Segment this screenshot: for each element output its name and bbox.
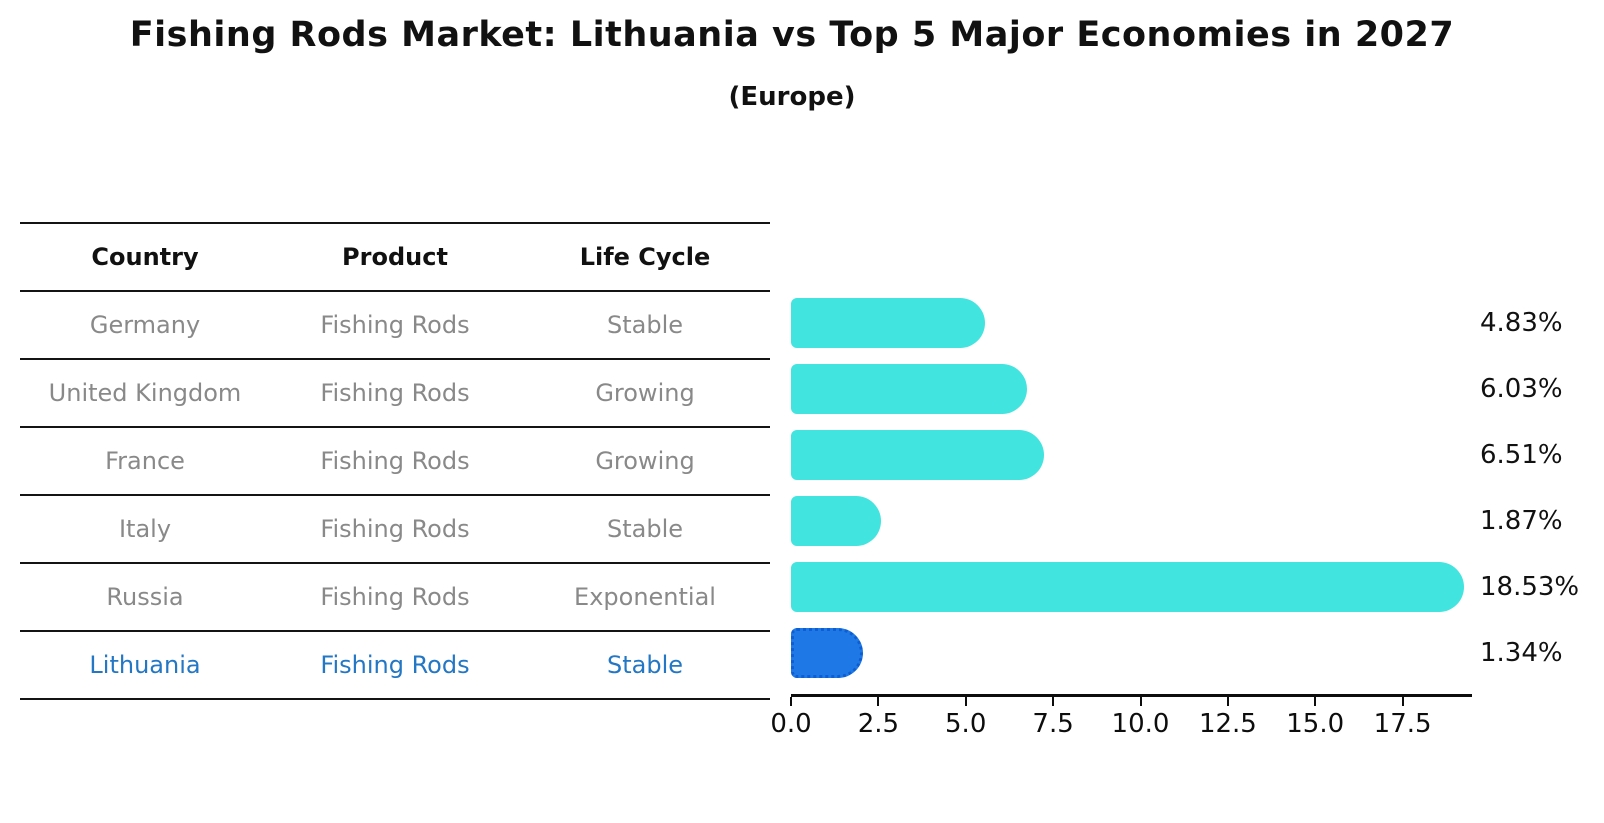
bar-united-kingdom [791,364,1027,414]
x-tick-label-0.0: 0.0 [770,709,812,739]
x-tick-label-10.0: 10.0 [1111,709,1170,739]
cell-life-cycle: Exponential [574,583,716,611]
cell-country: Germany [89,311,201,339]
column-header-product: Product [342,243,448,271]
cell-life-cycle: Growing [595,447,695,475]
cell-product: Fishing Rods [320,583,470,611]
bar-row-france: 6.51% [791,422,1604,488]
cell-country: Italy [118,515,172,543]
value-label-united-kingdom: 6.03% [1480,374,1563,404]
bar-germany [791,298,985,348]
bar-lithuania [791,628,863,678]
x-tick-label-7.5: 7.5 [1032,709,1074,739]
bar-italy [791,496,882,546]
bar-russia [791,562,1464,612]
cell-life-cycle: Stable [606,515,684,543]
table-row-germany: Germany Fishing Rods Stable [20,290,770,358]
x-axis: 0.0 2.5 5.0 7.5 10.0 12.5 15.0 17.5 [770,694,1472,754]
table-row-united-kingdom: United Kingdom Fishing Rods Growing [20,358,770,426]
x-tick-mark-0.0 [790,697,792,706]
bar-france [791,430,1044,480]
cell-product: Fishing Rods [320,311,470,339]
table-header-row: Country Product Life Cycle [20,222,770,290]
figure-title: Fishing Rods Market: Lithuania vs Top 5 … [129,15,1455,55]
column-header-life-cycle: Life Cycle [579,243,711,271]
cell-life-cycle: Stable [606,311,684,339]
x-tick-mark-2.5 [877,697,880,706]
cell-product: Fishing Rods [320,651,470,679]
table-row-russia: Russia Fishing Rods Exponential [20,562,770,630]
table-row-france: France Fishing Rods Growing [20,426,770,494]
bar-row-lithuania: 1.34% [791,620,1604,686]
cell-product: Fishing Rods [320,515,470,543]
x-axis-line [791,694,1472,697]
cell-product: Fishing Rods [320,447,470,475]
cell-country: France [105,447,185,475]
table-body: Germany Fishing Rods Stable United Kingdom F… [20,290,770,698]
cell-country: United Kingdom [48,379,242,407]
x-tick-mark-10.0 [1139,697,1142,706]
value-label-lithuania: 1.34% [1480,638,1563,668]
x-tick-mark-15.0 [1314,697,1317,706]
bar-row-germany: 4.83% [791,290,1604,356]
cell-life-cycle: Growing [595,379,695,407]
figure-subtitle: (Europe) [728,82,856,112]
bar-chart: 4.83% 6.03% 6.51% 1.87% 18.53% 1.34% [791,290,1604,686]
cell-life-cycle: Stable [606,651,684,679]
bar-row-italy: 1.87% [791,488,1604,554]
value-label-russia: 18.53% [1480,572,1580,602]
x-tick-mark-17.5 [1401,697,1404,706]
x-tick-label-15.0: 15.0 [1286,709,1345,739]
x-tick-label-5.0: 5.0 [945,709,987,739]
country-table: Country Product Life Cycle Germany Fishing … [20,222,770,700]
value-label-france: 6.51% [1480,440,1563,470]
cell-country: Lithuania [89,651,201,679]
x-tick-label-2.5: 2.5 [857,709,900,739]
cell-product: Fishing Rods [320,379,470,407]
table-row-lithuania: Lithuania Fishing Rods Stable [20,630,770,698]
bar-row-russia: 18.53% [791,554,1604,620]
cell-country: Russia [106,583,184,611]
value-label-germany: 4.83% [1480,308,1563,338]
bar-row-united-kingdom: 6.03% [791,356,1604,422]
x-tick-label-12.5: 12.5 [1198,709,1257,739]
value-label-italy: 1.87% [1480,506,1563,536]
x-tick-label-17.5: 17.5 [1373,709,1432,739]
x-tick-mark-5.0 [964,697,967,706]
table-row-italy: Italy Fishing Rods Stable [20,494,770,562]
column-header-country: Country [91,243,199,271]
x-tick-mark-7.5 [1052,697,1055,706]
x-tick-mark-12.5 [1226,697,1229,706]
